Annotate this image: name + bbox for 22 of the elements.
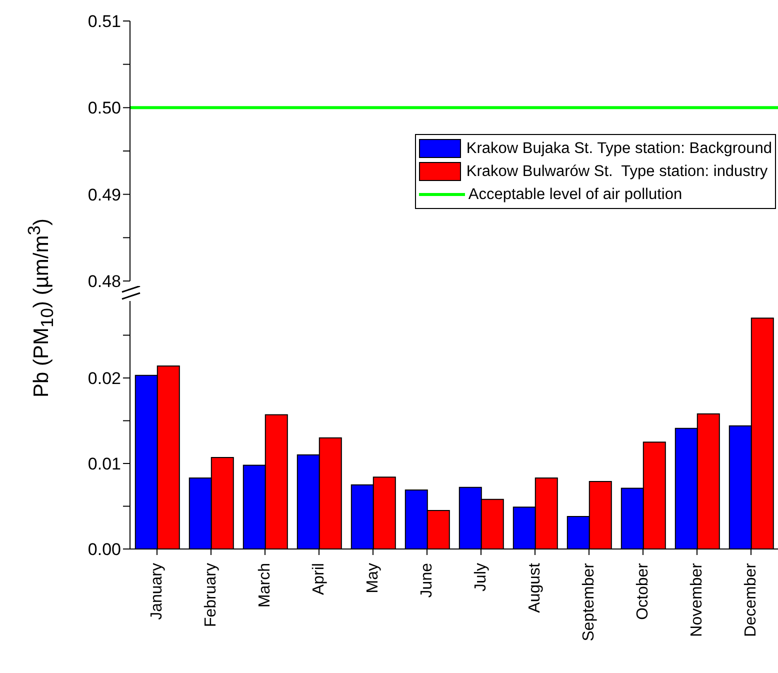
y-tick-label: 0.49 <box>88 185 121 204</box>
y-tick-label: 0.51 <box>88 12 121 32</box>
x-tick-label: June <box>418 562 436 598</box>
y-tick-label: 0.01 <box>88 454 121 474</box>
y-tick-label: 0.00 <box>88 540 121 560</box>
x-tick-label: October <box>634 562 652 620</box>
x-tick-label: December <box>742 562 760 637</box>
x-tick-label: January <box>148 563 166 620</box>
x-tick-label: April <box>310 563 328 596</box>
x-tick-label: July <box>472 563 490 592</box>
y-tick-label: 0.50 <box>88 98 121 118</box>
x-tick-label: May <box>364 563 382 594</box>
x-tick-label: September <box>580 562 598 642</box>
legend-label: Acceptable level of air pollution <box>468 185 682 205</box>
legend-label: Krakow Bujaka St. Type station: Background <box>466 139 772 159</box>
legend-label: Krakow Bulwarów St. Type station: industry <box>466 162 768 182</box>
y-tick-label: 0.02 <box>88 369 121 388</box>
y-tick-label: 0.48 <box>88 272 121 292</box>
x-tick-label: November <box>688 562 706 637</box>
x-tick-label: August <box>526 562 544 613</box>
x-tick-label: February <box>202 563 220 628</box>
x-tick-label: March <box>256 563 274 608</box>
